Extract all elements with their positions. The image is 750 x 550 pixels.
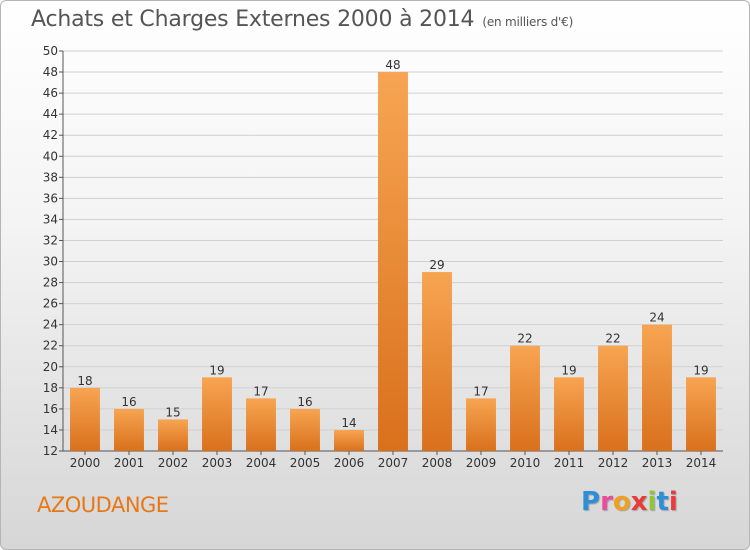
x-tick-label: 2007	[378, 456, 409, 470]
x-tick-label: 2002	[158, 456, 189, 470]
logo-letter: o	[612, 487, 631, 517]
bar-2009	[466, 398, 496, 451]
value-labels: 18 16 15 19 17 16 14 48 29 17 22 19 22 24 19	[77, 58, 708, 430]
x-tick-label: 2004	[246, 456, 277, 470]
bar-2004	[246, 398, 276, 451]
value-label: 22	[605, 332, 620, 346]
value-label: 17	[473, 384, 488, 398]
axes: 12 14 16 18 20 22 24 26 28 30 32 34 36 38 40 42 44 46 48 50…	[43, 44, 723, 470]
value-label: 29	[429, 258, 444, 272]
bar-2010	[510, 345, 540, 451]
bar-2013	[642, 324, 672, 451]
bar-2000	[70, 387, 100, 451]
bar-2012	[598, 345, 628, 451]
value-label: 24	[649, 311, 664, 325]
value-label: 19	[693, 363, 708, 377]
value-label: 16	[121, 395, 136, 409]
proxiti-logo: Proxiti	[581, 487, 678, 517]
x-tick-label: 2014	[686, 456, 717, 470]
value-label: 19	[209, 363, 224, 377]
y-tick-label: 12	[43, 444, 58, 458]
value-label: 48	[385, 58, 400, 72]
value-label: 16	[297, 395, 312, 409]
y-tick-label: 32	[43, 233, 58, 247]
value-label: 15	[165, 405, 180, 419]
x-tick-label: 2008	[422, 456, 453, 470]
x-tick-label: 2013	[642, 456, 673, 470]
y-tick-label: 26	[43, 297, 58, 311]
y-tick-label: 20	[43, 360, 58, 374]
y-tick-label: 34	[43, 212, 58, 226]
x-tick-label: 2011	[554, 456, 585, 470]
y-tick-label: 28	[43, 276, 58, 290]
bar-2003	[202, 377, 232, 451]
y-tick-label: 46	[43, 86, 58, 100]
y-tick-label: 36	[43, 191, 58, 205]
value-label: 19	[561, 363, 576, 377]
y-tick-label: 30	[43, 255, 58, 269]
value-label: 17	[253, 384, 268, 398]
x-tick-label: 2000	[70, 456, 101, 470]
logo-letter: i	[668, 487, 678, 517]
value-label: 14	[341, 416, 356, 430]
x-tick-label: 2003	[202, 456, 233, 470]
place-name: AZOUDANGE	[37, 493, 169, 517]
bar-2007	[378, 72, 408, 451]
x-tick-label: 2001	[114, 456, 145, 470]
value-label: 22	[517, 332, 532, 346]
bar-2005	[290, 408, 320, 451]
y-tick-label: 18	[43, 381, 58, 395]
bar-2014	[686, 377, 716, 451]
unit-text: (en milliers d'€)	[482, 15, 574, 29]
logo-letter: t	[656, 487, 669, 517]
logo-letter: x	[630, 487, 648, 517]
bar-2006	[334, 429, 364, 451]
logo-letter: i	[647, 487, 657, 517]
x-tick-label: 2005	[290, 456, 321, 470]
x-tick-label: 2009	[466, 456, 497, 470]
logo-letter: r	[600, 487, 613, 517]
bar-2011	[554, 377, 584, 451]
y-tick-label: 44	[43, 107, 58, 121]
bar-2001	[114, 408, 144, 451]
x-tick-label: 2012	[598, 456, 629, 470]
y-tick-label: 38	[43, 170, 58, 184]
y-tick-label: 50	[43, 44, 58, 58]
bars	[70, 72, 716, 451]
y-tick-label: 40	[43, 149, 58, 163]
bar-2008	[422, 272, 452, 451]
bar-2002	[158, 419, 188, 451]
logo-letter: P	[581, 487, 601, 517]
y-tick-label: 42	[43, 128, 58, 142]
chart-title: Achats et Charges Externes 2000 à 2014 (e…	[31, 7, 573, 32]
y-tick-label: 16	[43, 402, 58, 416]
y-tick-label: 48	[43, 65, 58, 79]
y-tick-label: 24	[43, 318, 58, 332]
y-tick-label: 22	[43, 339, 58, 353]
x-tick-label: 2010	[510, 456, 541, 470]
title-text: Achats et Charges Externes 2000 à 2014	[31, 7, 475, 32]
x-tick-label: 2006	[334, 456, 365, 470]
y-tick-label: 14	[43, 423, 58, 437]
value-label: 18	[77, 374, 92, 388]
